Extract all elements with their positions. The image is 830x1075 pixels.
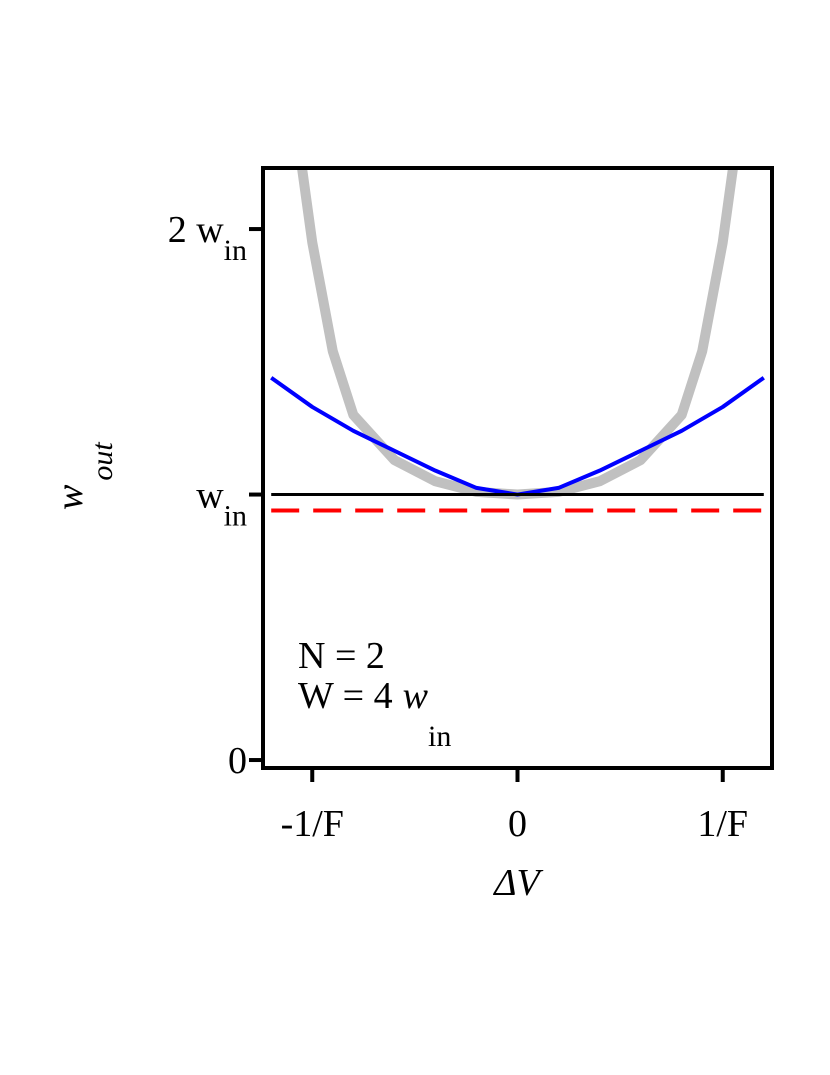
annotation: W = 4 win	[298, 675, 451, 753]
y-tick-label-main: 0	[228, 740, 247, 782]
x-tick-label: -1/F	[281, 803, 344, 845]
y-axis-label: w out	[49, 442, 119, 510]
annotation-text: W = 4	[298, 675, 393, 717]
series-line	[297, 168, 738, 500]
y-axis-label-subscript: out	[86, 442, 119, 481]
x-tick-label: 0	[508, 803, 527, 845]
annotation-italic: w	[403, 675, 429, 717]
x-axis-label: ΔV	[492, 862, 543, 904]
y-tick-label: 2 win	[168, 209, 247, 267]
y-tick-label-subscript: in	[224, 234, 247, 267]
y-axis-label-main: w	[49, 484, 91, 510]
plot-area	[270, 168, 765, 513]
x-tick-label: 1/F	[697, 803, 748, 845]
annotation: N = 2	[298, 635, 385, 677]
y-tick-label: 0	[228, 740, 247, 782]
y-tick-label-subscript: in	[224, 500, 247, 533]
annotation-subscript: in	[428, 720, 451, 753]
y-tick-label-main: 2 w	[168, 209, 225, 251]
y-tick-label: win	[196, 475, 247, 533]
y-tick-label-main: w	[196, 475, 224, 517]
